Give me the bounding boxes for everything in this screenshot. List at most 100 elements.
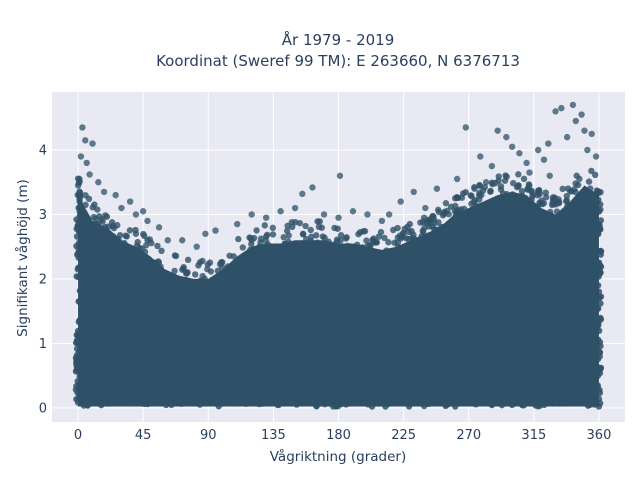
scatter-point [76, 228, 83, 236]
outlier-point [482, 179, 490, 186]
scatter-point [385, 239, 392, 246]
scatter-point [296, 219, 304, 227]
outlier-point [164, 237, 171, 244]
scatter-point [595, 321, 602, 328]
scatter-point [441, 208, 448, 216]
scatter-point [102, 223, 109, 231]
scatter-point [275, 401, 282, 409]
scatter-point [142, 242, 150, 249]
scatter-point [269, 231, 277, 238]
scatter-point [588, 167, 595, 175]
scatter-point [168, 275, 176, 282]
scatter-point [407, 250, 414, 257]
scatter-point [158, 247, 165, 255]
scatter-point [427, 237, 434, 244]
scatter-point [73, 363, 81, 370]
scatter-point [199, 257, 206, 265]
scatter-point [155, 259, 163, 266]
scatter-point [262, 237, 270, 244]
scatter-point [409, 242, 416, 249]
scatter-point [430, 216, 438, 223]
outlier-point [299, 190, 306, 198]
scatter-point [134, 254, 141, 261]
scatter-point [247, 246, 254, 254]
outlier-point [126, 198, 134, 205]
scatter-point [470, 198, 478, 206]
outlier-point [76, 175, 83, 183]
scatter-point [564, 202, 571, 210]
outlier-point [462, 124, 470, 131]
scatter-point [73, 242, 80, 250]
scatter-point [467, 192, 474, 199]
scatter-point [445, 220, 453, 227]
outlier-point [144, 217, 151, 225]
scatter-point [76, 317, 83, 324]
scatter-point [510, 179, 517, 187]
scatter-point [122, 232, 129, 239]
scatter-point [116, 240, 123, 247]
scatter-point [452, 202, 459, 210]
scatter-point [586, 185, 594, 192]
scatter-point [321, 234, 328, 242]
outlier-point [112, 191, 119, 199]
chart-title-line-2: Koordinat (Sweref 99 TM): E 263660, N 63… [156, 52, 520, 70]
x-tick-label: 135 [261, 428, 286, 443]
scatter-point [92, 228, 99, 236]
scatter-point [76, 287, 84, 294]
outlier-point [378, 217, 386, 225]
scatter-point [495, 395, 503, 403]
scatter-point [401, 255, 408, 262]
scatter-point [174, 399, 181, 407]
scatter-point [419, 244, 426, 251]
scatter-point [76, 373, 83, 380]
scatter-point [214, 267, 222, 275]
scatter-point [299, 231, 307, 238]
scatter-point [278, 249, 285, 256]
scatter-point [73, 216, 80, 223]
scatter-point [597, 262, 604, 270]
scatter-point [459, 212, 466, 219]
outlier-point [588, 130, 595, 138]
scatter-point [124, 396, 131, 403]
scatter-point [594, 305, 602, 312]
scatter-point [75, 349, 82, 356]
outlier-point [584, 146, 591, 154]
y-tick-label: 1 [39, 337, 47, 352]
scatter-point [308, 233, 315, 241]
outlier-point [385, 211, 393, 218]
scatter-point [85, 218, 92, 226]
outlier-point [336, 172, 344, 179]
scatter-point [76, 193, 83, 201]
scatter-point [182, 270, 190, 277]
scatter-point [567, 188, 574, 195]
scatter-point [217, 272, 225, 280]
scatter-point [498, 195, 505, 203]
scatter-point [209, 396, 217, 403]
scatter-point [478, 191, 485, 199]
scatter-point [74, 182, 82, 189]
scatter-point [442, 200, 450, 207]
scatter-point [132, 226, 139, 234]
scatter-point [377, 228, 385, 236]
scatter-point [481, 183, 489, 191]
scatter-point [187, 278, 195, 285]
scatter-point [597, 201, 604, 208]
scatter-point [353, 399, 361, 407]
scatter-point [218, 258, 226, 266]
scatter-point [178, 280, 185, 287]
outlier-point [155, 224, 163, 231]
outlier-point [118, 204, 125, 212]
scatter-point [585, 194, 593, 201]
scatter-point [434, 206, 442, 214]
scatter-point [198, 290, 206, 297]
scatter-point [314, 239, 321, 246]
outlier-point [397, 198, 404, 205]
scatter-point [574, 181, 582, 189]
outlier-point [86, 171, 93, 178]
scatter-point [239, 244, 246, 251]
outlier-point [488, 162, 496, 170]
scatter-point [307, 226, 314, 234]
scatter-point [557, 222, 564, 229]
scatter-point [595, 403, 603, 410]
